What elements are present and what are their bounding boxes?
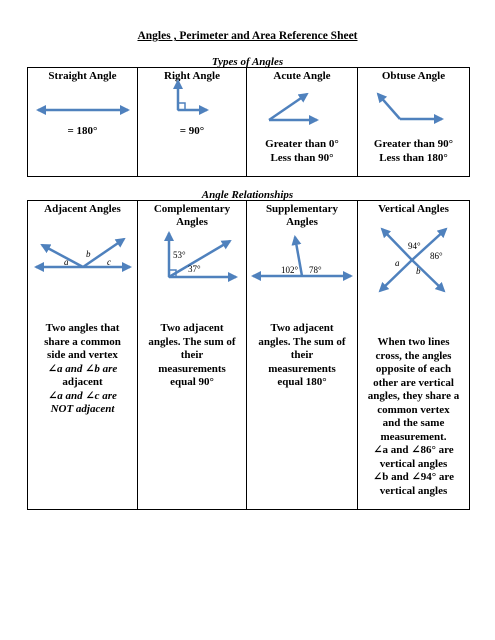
adjacent-label-c: c: [107, 257, 111, 267]
vertical-line: other are vertical: [373, 376, 454, 389]
vertical-line: ∠b and ∠94° are: [372, 471, 454, 483]
right-angle-arrow-icon: [173, 79, 209, 115]
vertical-line: measurement.: [380, 430, 447, 443]
acute-angle-text: Greater than 0° Less than 90°: [247, 138, 357, 165]
complementary-angles-icon: 53° 37°: [164, 231, 238, 282]
supplementary-angles-description: Two adjacent angles. The sum of their me…: [247, 322, 357, 390]
vertical-label-left: a: [395, 258, 400, 268]
vertical-line: common vertex: [377, 403, 450, 416]
supplementary-line: angles. The sum of: [258, 335, 346, 348]
supplementary-angles-icon: 102° 78°: [251, 235, 353, 281]
obtuse-angle-text: Greater than 90° Less than 180°: [358, 138, 469, 165]
obtuse-angle-line1: Greater than 90°: [373, 138, 454, 150]
adjacent-line: NOT adjacent: [50, 403, 115, 415]
adjacent-label-b: b: [86, 249, 91, 259]
complementary-line: measurements: [158, 362, 226, 375]
acute-angle-line1: Greater than 0°: [265, 138, 339, 150]
vertical-angles-header: Vertical Angles: [378, 203, 449, 215]
supplementary-label-right: 78°: [309, 265, 322, 275]
supplementary-line: measurements: [268, 362, 336, 375]
complementary-label-lower: 37°: [188, 264, 201, 274]
obtuse-angle-header: Obtuse Angle: [381, 70, 446, 82]
supplementary-line: their: [290, 349, 314, 361]
straight-angle-arrow-icon: [36, 105, 130, 115]
vertical-angles-description: When two lines cross, the angles opposit…: [358, 336, 469, 498]
right-angle-cell: Right Angle = 90°: [137, 67, 247, 177]
right-angle-value: = 90°: [179, 125, 205, 137]
straight-angle-value: = 180°: [67, 125, 98, 137]
complementary-label-upper: 53°: [173, 250, 186, 260]
types-of-angles-heading: Types of Angles: [211, 56, 284, 68]
adjacent-line: side and vertex: [47, 349, 118, 361]
adjacent-line: Two angles that: [45, 322, 120, 334]
vertical-line: vertical angles: [379, 484, 448, 497]
complementary-angles-header: Complementary Angles: [153, 203, 231, 228]
complementary-angles-cell: Complementary Angles 53° 37° Two adjacen…: [137, 200, 247, 510]
adjacent-line: ∠a and ∠b are: [47, 362, 118, 375]
straight-angle-header: Straight Angle: [48, 70, 117, 82]
vertical-line: ∠a and ∠86° are: [373, 444, 454, 456]
vertical-line: angles, they share a: [367, 390, 460, 402]
obtuse-angle-arrow-icon: [376, 92, 444, 124]
acute-angle-line2: Less than 90°: [270, 151, 334, 164]
angle-relationships-table: Adjacent Angles a b c Two angles that sh…: [27, 200, 470, 510]
straight-angle-cell: Straight Angle = 180°: [27, 67, 138, 177]
obtuse-angle-cell: Obtuse Angle Greater than 90° Less than …: [357, 67, 470, 177]
vertical-angles-cell: Vertical Angles 94° 86° a b When two lin…: [357, 200, 470, 510]
supplementary-angles-header: Supplementary Angles: [265, 203, 339, 228]
adjacent-label-a: a: [64, 257, 69, 267]
vertical-label-bottom: b: [416, 266, 421, 276]
supplementary-line: equal 180°: [277, 376, 327, 388]
adjacent-line: adjacent: [62, 376, 103, 388]
complementary-angles-description: Two adjacent angles. The sum of their me…: [138, 322, 246, 390]
complementary-line: their: [180, 349, 204, 361]
angle-relationships-heading: Angle Relationships: [201, 189, 294, 201]
acute-angle-cell: Acute Angle Greater than 0° Less than 90…: [246, 67, 358, 177]
page-title: Angles , Perimeter and Area Reference Sh…: [137, 30, 358, 42]
acute-angle-header: Acute Angle: [273, 70, 331, 82]
supplementary-label-left: 102°: [281, 265, 299, 275]
vertical-angles-icon: 94° 86° a b: [378, 227, 448, 293]
complementary-line: angles. The sum of: [148, 335, 236, 348]
vertical-label-top: 94°: [408, 241, 421, 251]
adjacent-angles-description: Two angles that share a common side and …: [28, 322, 137, 417]
vertical-line: cross, the angles: [375, 349, 452, 362]
adjacent-angles-header: Adjacent Angles: [44, 203, 121, 215]
vertical-label-right: 86°: [430, 251, 443, 261]
vertical-line: vertical angles: [379, 457, 448, 470]
supplementary-angles-cell: Supplementary Angles 102° 78° Two adjace…: [246, 200, 358, 510]
vertical-line: opposite of each: [375, 363, 452, 375]
acute-angle-arrow-icon: [268, 92, 319, 125]
complementary-line: Two adjacent: [160, 322, 224, 334]
vertical-line: When two lines: [377, 336, 450, 348]
obtuse-angle-line2: Less than 180°: [379, 151, 448, 164]
adjacent-line: ∠a and ∠c are: [48, 389, 117, 402]
adjacent-line: share a common: [44, 335, 121, 348]
complementary-line: equal 90°: [170, 376, 214, 388]
adjacent-angles-cell: Adjacent Angles a b c Two angles that sh…: [27, 200, 138, 510]
vertical-line: and the same: [382, 417, 445, 429]
adjacent-angles-icon: a b c: [34, 237, 132, 272]
types-of-angles-table: Straight Angle = 180° Right Angle = 90° …: [27, 67, 470, 177]
supplementary-line: Two adjacent: [270, 322, 334, 334]
